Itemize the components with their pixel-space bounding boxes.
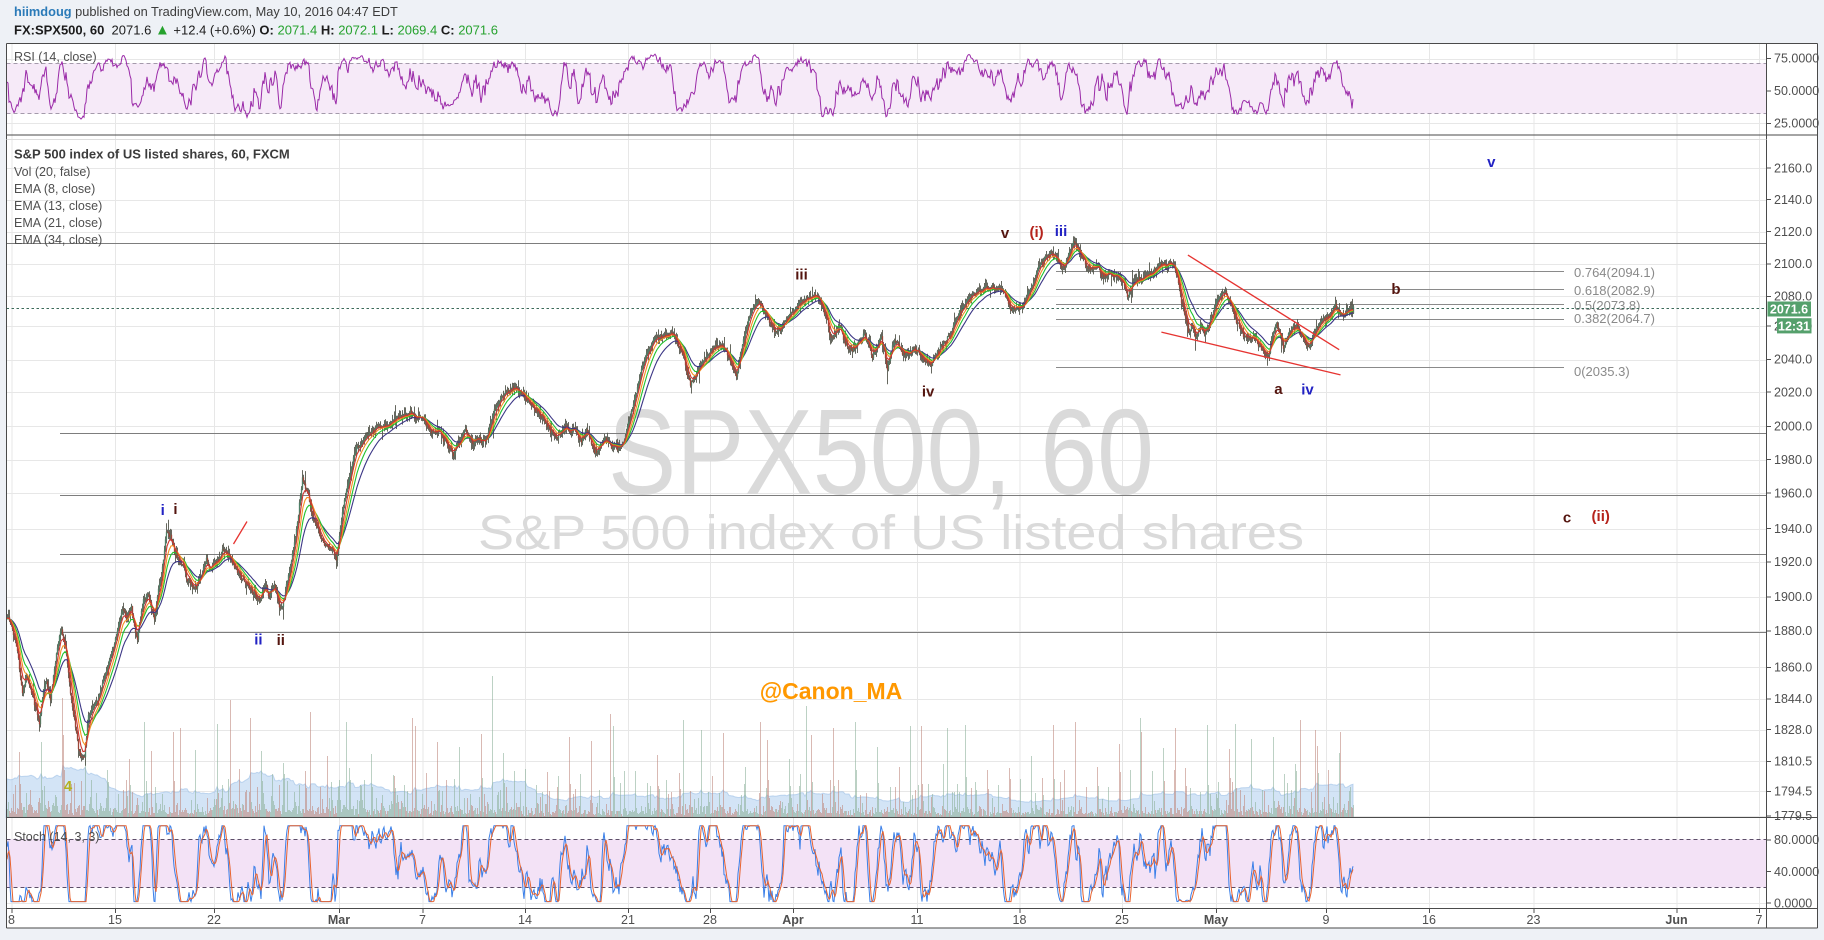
svg-text:0.764(2094.1): 0.764(2094.1) [1574,265,1655,280]
svg-text:SPX500, 60: SPX500, 60 [608,384,1154,520]
svg-text:2000.0: 2000.0 [1774,420,1812,434]
svg-text:1794.5: 1794.5 [1774,785,1812,799]
svg-text:0.5(2073.8): 0.5(2073.8) [1574,298,1641,313]
svg-text:(ii): (ii) [1592,508,1610,525]
svg-text:iv: iv [1301,382,1314,399]
svg-text:25.0000: 25.0000 [1774,117,1819,131]
svg-text:18: 18 [1013,913,1027,927]
svg-text:2020.0: 2020.0 [1774,385,1812,399]
svg-text:7: 7 [1756,913,1763,927]
svg-text:14: 14 [518,913,532,927]
svg-text:1960.0: 1960.0 [1774,486,1812,500]
svg-text:1940.0: 1940.0 [1774,522,1812,536]
svg-text:FX:SPX500, 60 2071.6 ▲ +12.4: FX:SPX500, 60 2071.6 ▲ +12.4 (+0.6%) O: … [14,22,498,39]
svg-text:28: 28 [703,913,717,927]
svg-text:0.0000: 0.0000 [1774,896,1812,910]
svg-text:50.0000: 50.0000 [1774,84,1819,98]
svg-text:Apr: Apr [782,913,804,927]
svg-text:0(2035.3): 0(2035.3) [1574,364,1630,379]
svg-text:2040.0: 2040.0 [1774,353,1812,367]
svg-text:Vol (20, false): Vol (20, false) [14,165,90,179]
svg-text:Mar: Mar [328,913,350,927]
svg-text:i: i [161,502,165,519]
svg-text:Jun: Jun [1665,913,1687,927]
svg-text:S&P 500 index of US listed sha: S&P 500 index of US listed shares, 60, F… [14,147,290,162]
svg-text:40.0000: 40.0000 [1774,865,1819,879]
svg-text:16: 16 [1422,913,1436,927]
svg-text:7: 7 [419,913,426,927]
svg-text:iii: iii [795,267,808,284]
svg-text:EMA (34, close): EMA (34, close) [14,233,102,247]
svg-text:25: 25 [1115,913,1129,927]
svg-text:b: b [1391,281,1400,298]
svg-text:@Canon_MA: @Canon_MA [760,678,903,704]
svg-text:11: 11 [911,913,924,927]
svg-text:1779.5: 1779.5 [1774,809,1812,823]
svg-text:ii: ii [254,631,262,648]
svg-text:8: 8 [8,913,15,927]
svg-text:0.618(2082.9): 0.618(2082.9) [1574,283,1655,298]
svg-text:80.0000: 80.0000 [1774,833,1819,847]
svg-text:May: May [1204,913,1228,927]
svg-text:c: c [1563,510,1571,527]
svg-text:ii: ii [277,632,285,649]
svg-text:1860.0: 1860.0 [1774,661,1812,675]
svg-text:1920.0: 1920.0 [1774,555,1812,569]
svg-text:2160.0: 2160.0 [1774,161,1812,175]
svg-text:1900.0: 1900.0 [1774,590,1812,604]
svg-text:hiimdoug published on TradingV: hiimdoug published on TradingView.com, M… [14,4,398,19]
svg-text:1810.5: 1810.5 [1774,755,1812,769]
svg-text:1980.0: 1980.0 [1774,453,1812,467]
svg-text:22: 22 [207,913,221,927]
svg-text:2140.0: 2140.0 [1774,193,1812,207]
svg-text:v: v [1001,225,1010,242]
svg-text:21: 21 [621,913,635,927]
svg-text:0.382(2064.7): 0.382(2064.7) [1574,311,1655,326]
svg-text:iv: iv [922,383,935,400]
svg-text:1844.0: 1844.0 [1774,692,1812,706]
svg-text:Stoch (14, 3, 3): Stoch (14, 3, 3) [14,830,99,844]
svg-text:1880.0: 1880.0 [1774,624,1812,638]
svg-text:S&P 500 index of US listed sha: S&P 500 index of US listed shares [478,507,1304,560]
svg-text:EMA (13, close): EMA (13, close) [14,199,102,213]
svg-text:9: 9 [1323,913,1330,927]
svg-text:iii: iii [1055,223,1068,240]
svg-text:2100.0: 2100.0 [1774,257,1812,271]
svg-text:2071.6: 2071.6 [1770,302,1808,316]
svg-text:EMA (21, close): EMA (21, close) [14,216,102,230]
svg-text:(i): (i) [1030,224,1044,241]
svg-text:v: v [1487,154,1496,171]
svg-text:12:31: 12:31 [1778,319,1810,333]
svg-text:4: 4 [64,778,73,795]
svg-text:EMA (8, close): EMA (8, close) [14,182,95,196]
svg-text:2120.0: 2120.0 [1774,225,1812,239]
svg-text:i: i [173,501,177,518]
svg-text:RSI (14, close): RSI (14, close) [14,50,97,64]
svg-text:2080.0: 2080.0 [1774,290,1812,304]
svg-text:1828.0: 1828.0 [1774,723,1812,737]
svg-text:75.0000: 75.0000 [1774,52,1819,66]
svg-text:a: a [1274,381,1283,398]
svg-text:15: 15 [108,913,122,927]
svg-text:23: 23 [1527,913,1541,927]
